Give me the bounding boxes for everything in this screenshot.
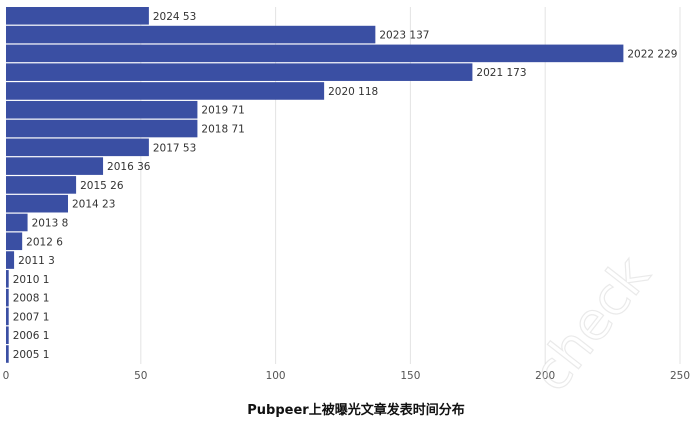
bar-2008 — [6, 288, 9, 307]
watermark-text: check — [521, 246, 662, 403]
bar-2019 — [6, 100, 198, 119]
bar-label-2016: 2016 36 — [107, 161, 151, 173]
watermark: check — [520, 245, 662, 403]
bar-label-2014: 2014 23 — [72, 199, 115, 211]
bar-label-2013: 2013 8 — [32, 217, 69, 229]
bar-label-2017: 2017 53 — [153, 142, 196, 154]
bar-2012 — [6, 232, 23, 251]
bar-2016 — [6, 157, 104, 175]
bar-labels: 2024 53 2023 137 2022 229 2021 173 2020 118 2… — [13, 11, 678, 361]
x-tick-label: 200 — [535, 370, 555, 382]
bar-2021 — [6, 63, 473, 81]
bar-label-2005: 2005 1 — [13, 349, 50, 361]
bar-2011 — [6, 251, 15, 269]
bar-2018 — [6, 119, 198, 138]
bars — [6, 7, 624, 363]
bar-2022 — [6, 44, 624, 63]
bar-label-2022: 2022 229 — [627, 48, 677, 60]
bar-2023 — [6, 25, 376, 44]
x-axis-ticks: 0 50 100 150 200 250 — [3, 370, 690, 382]
bar-label-2006: 2006 1 — [13, 330, 50, 342]
bar-label-2020: 2020 118 — [328, 86, 378, 98]
x-tick-label: 0 — [3, 370, 10, 382]
bar-2020 — [6, 82, 325, 100]
bar-2017 — [6, 138, 149, 157]
bar-label-2011: 2011 3 — [18, 255, 55, 267]
bar-label-2007: 2007 1 — [13, 311, 50, 323]
bar-2015 — [6, 176, 77, 194]
bar-label-2010: 2010 1 — [13, 274, 50, 286]
bar-label-2024: 2024 53 — [153, 11, 196, 23]
bar-label-2008: 2008 1 — [13, 293, 50, 305]
bar-2014 — [6, 194, 69, 213]
x-tick-label: 100 — [266, 370, 286, 382]
x-tick-label: 150 — [400, 370, 420, 382]
chart-title: Pubpeer上被曝光文章发表时间分布 — [247, 402, 464, 418]
bar-label-2012: 2012 6 — [26, 236, 63, 248]
bar-2013 — [6, 213, 28, 232]
bar-2010 — [6, 270, 9, 288]
bar-label-2018: 2018 71 — [201, 124, 244, 136]
bar-2005 — [6, 345, 9, 363]
x-tick-label: 250 — [670, 370, 690, 382]
bar-label-2019: 2019 71 — [201, 105, 244, 117]
bar-2024 — [6, 7, 149, 25]
bar-label-2021: 2021 173 — [476, 67, 526, 79]
bar-2007 — [6, 307, 9, 326]
bar-2006 — [6, 326, 9, 345]
bar-label-2015: 2015 26 — [80, 180, 124, 192]
x-tick-label: 50 — [134, 370, 147, 382]
bar-label-2023: 2023 137 — [379, 30, 429, 42]
